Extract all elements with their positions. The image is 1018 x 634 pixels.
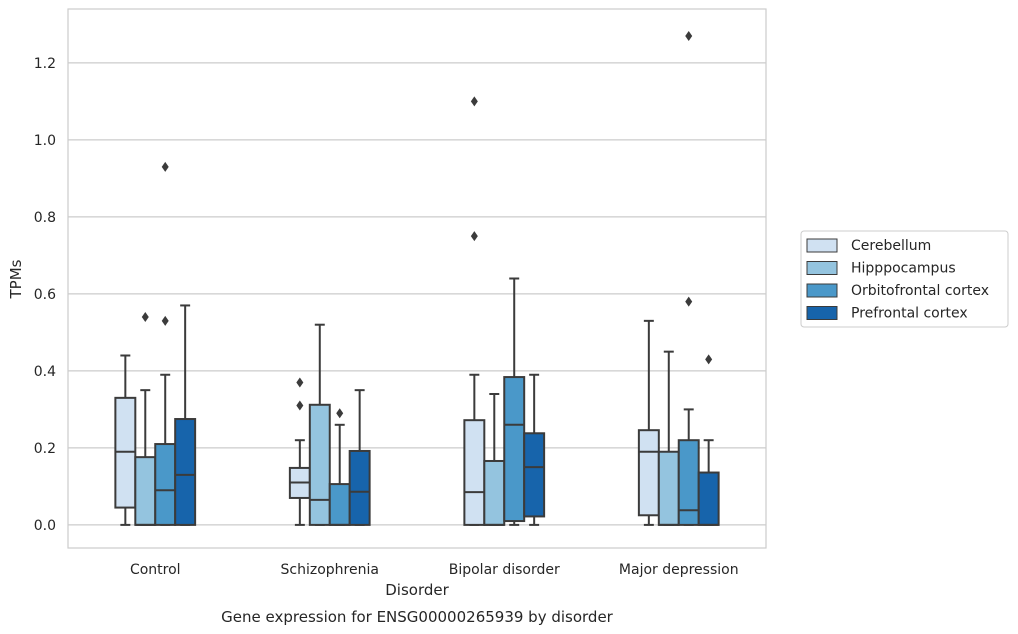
legend-items: Cerebellum Hipppocampus Orbitofrontal cort… [806, 238, 989, 322]
y-tick-label: 0.8 [34, 210, 56, 226]
box-element [154, 161, 177, 526]
outlier-marker [296, 400, 304, 411]
x-axis-label: Disorder [385, 581, 449, 599]
box-body [637, 429, 660, 517]
y-tick-label: 0.6 [34, 287, 56, 303]
box-series [154, 30, 700, 526]
chart-caption: Gene expression for ENSG00000265939 by d… [221, 608, 614, 626]
outlier-marker [685, 296, 693, 307]
y-tick-label: 0.4 [34, 364, 56, 380]
box-element [114, 354, 137, 526]
box-body [348, 449, 371, 526]
legend-swatch [806, 238, 838, 253]
box-series [134, 312, 680, 526]
box-element [348, 389, 371, 526]
box-element [503, 277, 526, 526]
x-tick-label: Major depression [619, 562, 739, 578]
box-series [174, 304, 720, 526]
box-body [523, 432, 546, 518]
box-element [174, 304, 197, 526]
legend: Cerebellum Hipppocampus Orbitofrontal cort… [800, 230, 1009, 328]
legend-frame [800, 230, 1009, 328]
outlier-marker [161, 161, 169, 172]
legend-label: Prefrontal cortex [851, 306, 968, 322]
box-element [134, 312, 157, 526]
y-axis-label: TPMs [7, 259, 25, 299]
outlier-marker [470, 96, 478, 107]
outlier-marker [296, 377, 304, 388]
box-body [503, 376, 526, 523]
outlier-marker [141, 312, 149, 322]
box-body [463, 419, 486, 526]
box-element [523, 373, 546, 526]
outlier-marker [470, 231, 478, 242]
x-tick-labels: Control Schizophrenia Bipolar disorder Majo… [130, 562, 739, 578]
y-tick-label: 0.0 [34, 518, 56, 534]
box-body [328, 483, 351, 526]
box-element [697, 354, 720, 526]
outlier-marker [685, 30, 693, 41]
x-tick-label: Control [130, 562, 181, 578]
box-body [174, 418, 197, 526]
plot-area-frame [67, 8, 767, 549]
box-series-layer [114, 30, 720, 526]
x-tick-label: Bipolar disorder [449, 562, 560, 578]
outlier-marker [705, 354, 713, 365]
y-tick-label: 0.2 [34, 441, 56, 457]
legend-swatch [806, 261, 838, 275]
y-tick-label: 1.0 [34, 133, 56, 149]
box-body [677, 439, 700, 526]
x-tick-label: Schizophrenia [281, 562, 379, 578]
legend-label: Orbitofrontal cortex [851, 283, 989, 299]
legend-label: Hipppocampus [851, 261, 956, 277]
legend-swatch [806, 306, 838, 320]
box-body [308, 403, 331, 526]
box-element [463, 96, 486, 526]
box-body [483, 459, 506, 526]
box-series [114, 96, 660, 526]
box-element [308, 323, 331, 526]
box-body [697, 471, 720, 526]
legend-swatch [806, 283, 838, 298]
box-body [657, 450, 680, 526]
box-body [154, 443, 177, 526]
box-body [134, 456, 157, 526]
outlier-marker [336, 408, 344, 419]
legend-label: Cerebellum [851, 238, 931, 254]
y-tick-label: 1.2 [34, 56, 56, 72]
y-tick-labels: 0.0 0.2 0.4 0.6 0.8 1.0 1.2 [34, 56, 56, 534]
box-element [483, 393, 506, 526]
box-element [657, 350, 680, 526]
outlier-marker [161, 315, 169, 326]
box-element [288, 377, 311, 526]
